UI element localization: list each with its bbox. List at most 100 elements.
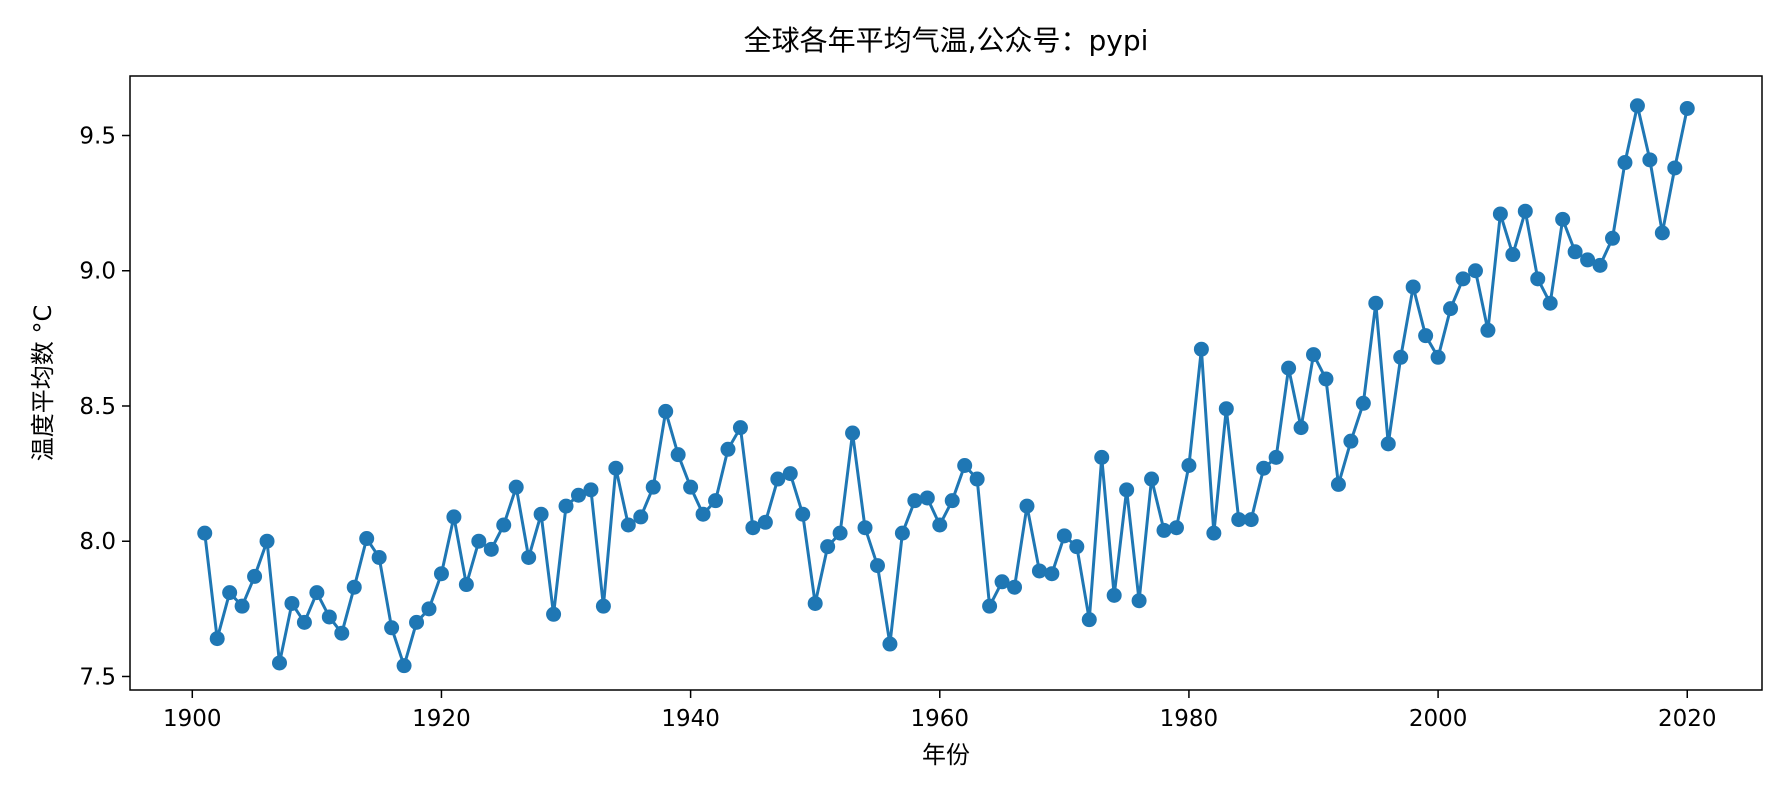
data-point-1991 bbox=[1318, 371, 1334, 387]
data-point-1970 bbox=[1056, 528, 1072, 544]
data-point-1963 bbox=[969, 471, 985, 487]
data-point-1974 bbox=[1106, 587, 1122, 603]
data-point-1960 bbox=[932, 517, 948, 533]
x-tick-label: 1920 bbox=[412, 706, 471, 732]
data-point-1987 bbox=[1268, 449, 1284, 465]
data-point-1910 bbox=[309, 585, 325, 601]
data-point-1997 bbox=[1393, 349, 1409, 365]
data-point-1985 bbox=[1243, 512, 1259, 528]
data-point-1902 bbox=[209, 631, 225, 647]
data-point-2011 bbox=[1567, 244, 1583, 260]
data-point-2001 bbox=[1443, 301, 1459, 317]
data-point-1934 bbox=[608, 460, 624, 476]
data-point-1938 bbox=[658, 403, 674, 419]
data-point-1937 bbox=[645, 479, 661, 495]
data-point-1975 bbox=[1119, 482, 1135, 498]
data-point-2007 bbox=[1517, 203, 1533, 219]
data-point-1916 bbox=[384, 620, 400, 636]
data-point-1984 bbox=[1231, 512, 1247, 528]
data-point-2020 bbox=[1679, 100, 1695, 116]
data-point-1944 bbox=[732, 420, 748, 436]
y-tick-label: 7.5 bbox=[79, 664, 116, 690]
data-point-1935 bbox=[620, 517, 636, 533]
x-tick-label: 2000 bbox=[1409, 706, 1468, 732]
data-point-1965 bbox=[994, 574, 1010, 590]
data-point-1956 bbox=[882, 636, 898, 652]
data-point-1972 bbox=[1081, 612, 1097, 628]
data-point-1996 bbox=[1380, 436, 1396, 452]
y-tick-label: 8.0 bbox=[79, 529, 116, 555]
data-point-1915 bbox=[371, 549, 387, 565]
data-point-1962 bbox=[957, 458, 973, 473]
data-point-1973 bbox=[1094, 449, 1110, 465]
y-tick-label: 8.5 bbox=[79, 394, 116, 420]
data-point-1966 bbox=[1007, 579, 1023, 595]
y-axis-label: 温度平均数 °C bbox=[29, 305, 57, 461]
data-point-1917 bbox=[396, 658, 412, 674]
plot-area bbox=[129, 75, 1763, 691]
data-point-2005 bbox=[1492, 206, 1508, 222]
chart-title: 全球各年平均气温,公众号：pypi bbox=[744, 24, 1149, 57]
data-point-1967 bbox=[1019, 498, 1035, 514]
data-point-2009 bbox=[1542, 295, 1558, 311]
data-point-1942 bbox=[708, 493, 724, 509]
data-point-1946 bbox=[757, 514, 773, 530]
x-axis: 1900 1920 1940 1960 1980 2000 2020 bbox=[163, 690, 1717, 732]
data-point-1918 bbox=[409, 614, 425, 630]
data-point-2016 bbox=[1629, 98, 1645, 114]
data-point-1981 bbox=[1193, 341, 1209, 357]
data-point-1982 bbox=[1206, 525, 1222, 541]
data-point-1977 bbox=[1144, 471, 1160, 487]
data-point-1957 bbox=[894, 525, 910, 541]
data-point-1941 bbox=[695, 506, 711, 522]
data-point-1928 bbox=[533, 506, 549, 522]
data-point-1919 bbox=[421, 601, 437, 617]
data-point-1931 bbox=[570, 487, 586, 503]
data-point-1943 bbox=[720, 441, 736, 457]
data-point-1971 bbox=[1069, 539, 1085, 555]
data-point-1901 bbox=[197, 525, 213, 541]
data-point-1954 bbox=[857, 520, 873, 536]
data-point-2017 bbox=[1642, 152, 1658, 168]
data-point-2014 bbox=[1605, 230, 1620, 246]
data-point-2000 bbox=[1430, 349, 1446, 365]
data-point-1903 bbox=[222, 585, 238, 601]
data-point-1932 bbox=[583, 482, 599, 498]
data-point-1976 bbox=[1131, 593, 1147, 609]
data-point-2015 bbox=[1617, 155, 1633, 171]
data-point-1949 bbox=[795, 506, 811, 522]
data-point-1927 bbox=[521, 549, 537, 565]
y-tick-label: 9.0 bbox=[79, 259, 116, 285]
data-point-1995 bbox=[1368, 295, 1384, 311]
data-point-1999 bbox=[1418, 328, 1434, 344]
data-point-1945 bbox=[745, 520, 761, 536]
data-point-1986 bbox=[1256, 460, 1272, 476]
data-point-1959 bbox=[919, 490, 935, 506]
data-point-1964 bbox=[982, 598, 998, 614]
data-point-2006 bbox=[1505, 247, 1521, 263]
data-point-1907 bbox=[272, 655, 287, 671]
data-point-1953 bbox=[845, 425, 861, 441]
data-point-2012 bbox=[1580, 252, 1596, 268]
data-point-1940 bbox=[683, 479, 699, 495]
data-point-2004 bbox=[1480, 322, 1496, 338]
data-point-1908 bbox=[284, 595, 300, 611]
data-point-2002 bbox=[1455, 271, 1471, 287]
data-point-1988 bbox=[1281, 360, 1297, 376]
x-tick-label: 1960 bbox=[910, 706, 969, 732]
data-point-1906 bbox=[259, 533, 275, 549]
x-axis-label: 年份 bbox=[922, 741, 970, 769]
data-point-1951 bbox=[820, 539, 836, 555]
data-point-1998 bbox=[1405, 279, 1421, 295]
series-points bbox=[197, 98, 1695, 674]
data-point-2008 bbox=[1530, 271, 1546, 287]
data-point-1929 bbox=[546, 606, 562, 622]
data-point-1979 bbox=[1168, 520, 1184, 536]
data-point-2013 bbox=[1592, 257, 1608, 273]
data-point-1993 bbox=[1343, 433, 1359, 449]
data-point-1961 bbox=[944, 493, 960, 509]
data-point-1904 bbox=[234, 598, 250, 614]
data-point-1912 bbox=[334, 625, 350, 641]
data-point-1923 bbox=[471, 533, 487, 549]
